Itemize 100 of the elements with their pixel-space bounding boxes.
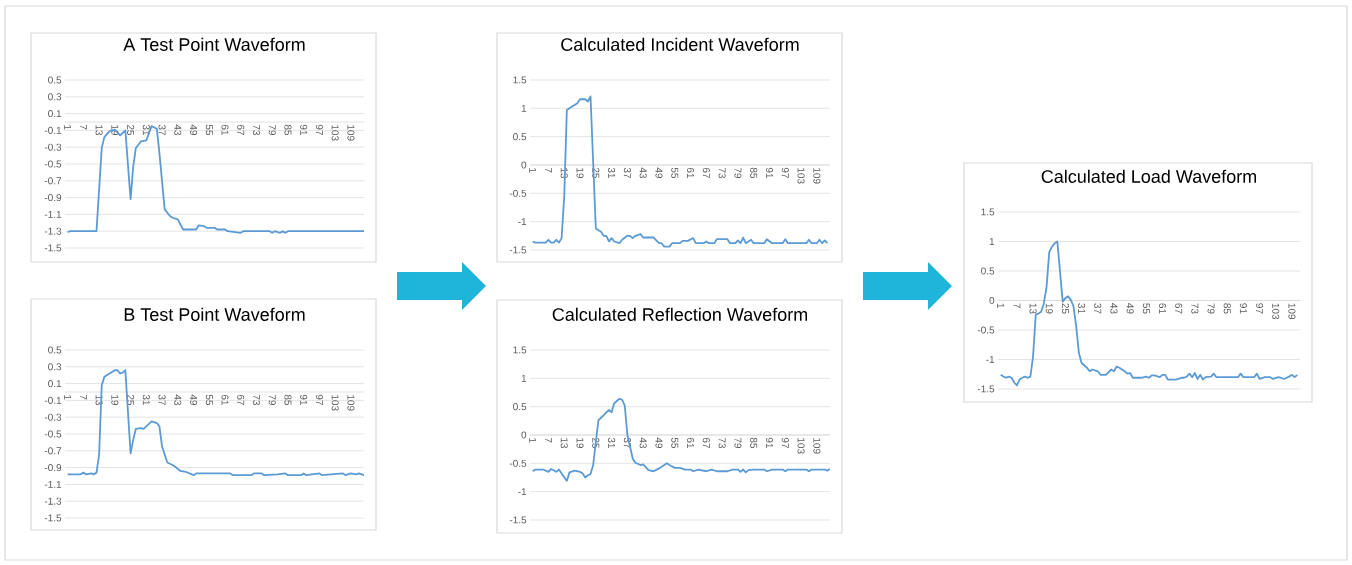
x-tick-label: 25 [127, 124, 135, 136]
x-tick-label: 49 [189, 394, 198, 406]
y-tick-label: -0.5 [509, 189, 527, 197]
x-tick-label: 85 [750, 437, 758, 449]
y-tick-label: -0.5 [44, 430, 62, 438]
x-tick-label: 103 [797, 438, 805, 454]
x-tick-label: 61 [687, 437, 695, 449]
x-tick-label: 91 [1239, 303, 1247, 314]
y-tick-label: -1 [986, 356, 995, 363]
line-series [66, 369, 365, 477]
x-tick-label: 73 [252, 124, 261, 136]
y-tick-label: 0.1 [48, 380, 62, 388]
x-tick-label: 109 [347, 395, 355, 411]
x-tick-label: 103 [1272, 303, 1280, 320]
x-tick-label: 1 [64, 395, 72, 400]
x-tick-label: 85 [284, 394, 292, 406]
x-tick-label: 49 [189, 124, 198, 136]
y-tick-label: -0.7 [44, 447, 62, 455]
x-tick-label: 109 [813, 438, 821, 454]
y-tick-label: 0.5 [513, 133, 527, 141]
y-tick-label: 0.5 [48, 76, 62, 84]
x-tick-label: 31 [608, 167, 616, 179]
line-series [999, 240, 1299, 387]
y-tick-label: -1.1 [44, 210, 62, 218]
x-tick-label: 79 [1207, 303, 1215, 314]
x-tick-label: 55 [671, 437, 679, 449]
x-tick-label: 97 [781, 437, 789, 448]
x-tick-label: 67 [237, 394, 245, 405]
y-tick-label: 0.3 [48, 93, 62, 101]
x-tick-label: 67 [1175, 303, 1183, 314]
x-tick-label: 97 [781, 167, 789, 178]
x-tick-label: 43 [639, 167, 647, 179]
x-tick-label: 79 [268, 394, 276, 406]
x-tick-label: 109 [813, 168, 821, 184]
y-tick-label: -0.3 [44, 413, 62, 421]
y-tick-label: 0.5 [48, 346, 62, 354]
x-tick-label: 7 [545, 167, 552, 173]
x-tick-label: 43 [174, 394, 182, 406]
x-tick-label: 91 [300, 124, 308, 136]
x-tick-label: 73 [718, 167, 726, 179]
x-tick-label: 43 [174, 124, 182, 136]
x-tick-label: 1 [64, 125, 72, 130]
x-tick-label: 91 [765, 437, 774, 449]
x-tick-label: 97 [315, 394, 323, 405]
chart-title: Calculated Incident Waveform [561, 37, 799, 51]
y-tick-label: -1.3 [44, 227, 62, 235]
x-tick-label: 103 [797, 168, 805, 184]
y-tick-label: -0.1 [44, 126, 62, 134]
x-tick-label: 109 [347, 125, 355, 141]
x-tick-label: 19 [111, 125, 119, 136]
y-tick-label: 1 [521, 374, 527, 382]
x-tick-label: 85 [750, 167, 758, 179]
x-tick-label: 49 [1126, 303, 1134, 314]
x-tick-label: 13 [95, 125, 103, 136]
x-tick-label: 103 [331, 395, 339, 411]
y-tick-label: -1.5 [44, 244, 62, 252]
x-tick-label: 1 [997, 303, 1005, 308]
x-tick-label: 97 [315, 124, 323, 135]
x-tick-label: 67 [237, 124, 245, 135]
x-tick-label: 55 [1142, 303, 1150, 314]
x-tick-label: 37 [158, 124, 166, 135]
x-tick-label: 7 [79, 394, 87, 400]
y-tick-label: -0.5 [44, 160, 62, 168]
y-tick-label: -1 [518, 218, 527, 226]
chart-title: Calculated Reflection Waveform [552, 307, 808, 321]
x-tick-label: 31 [608, 437, 616, 449]
x-tick-label: 31 [142, 124, 150, 136]
x-tick-label: 43 [639, 437, 647, 449]
y-tick-label: -0.1 [44, 396, 62, 404]
chart-title: Calculated Load Waveform [1041, 169, 1257, 183]
x-tick-label: 67 [702, 437, 710, 448]
x-tick-label: 25 [1061, 303, 1069, 314]
y-tick-label: 0 [521, 431, 527, 439]
x-tick-label: 73 [718, 437, 726, 449]
x-tick-label: 73 [1191, 303, 1199, 314]
x-tick-label: 79 [268, 124, 276, 136]
x-tick-label: 19 [576, 438, 584, 449]
x-tick-label: 91 [765, 167, 774, 179]
x-tick-label: 61 [1158, 303, 1167, 314]
x-tick-label: 37 [158, 394, 166, 405]
x-tick-label: 103 [331, 125, 339, 141]
x-tick-label: 109 [1288, 303, 1296, 320]
x-tick-label: 55 [205, 394, 213, 406]
y-tick-label: 1 [521, 104, 527, 112]
y-tick-label: 0 [521, 161, 527, 169]
x-tick-label: 85 [284, 124, 292, 136]
y-tick-label: 0.1 [48, 110, 62, 118]
y-tick-label: -0.9 [44, 194, 62, 202]
x-tick-label: 85 [1223, 303, 1231, 314]
y-tick-label: -1.5 [44, 514, 62, 522]
x-tick-label: 7 [79, 124, 87, 130]
y-tick-label: -1 [518, 488, 527, 496]
x-tick-label: 91 [300, 394, 308, 406]
y-tick-label: -1.5 [977, 385, 995, 393]
x-tick-label: 79 [734, 437, 742, 449]
x-tick-label: 19 [1045, 303, 1053, 314]
x-tick-label: 1 [529, 168, 537, 173]
y-tick-label: -1.1 [44, 480, 62, 488]
y-tick-label: 0.3 [48, 363, 62, 371]
y-tick-label: -1.5 [509, 516, 527, 524]
